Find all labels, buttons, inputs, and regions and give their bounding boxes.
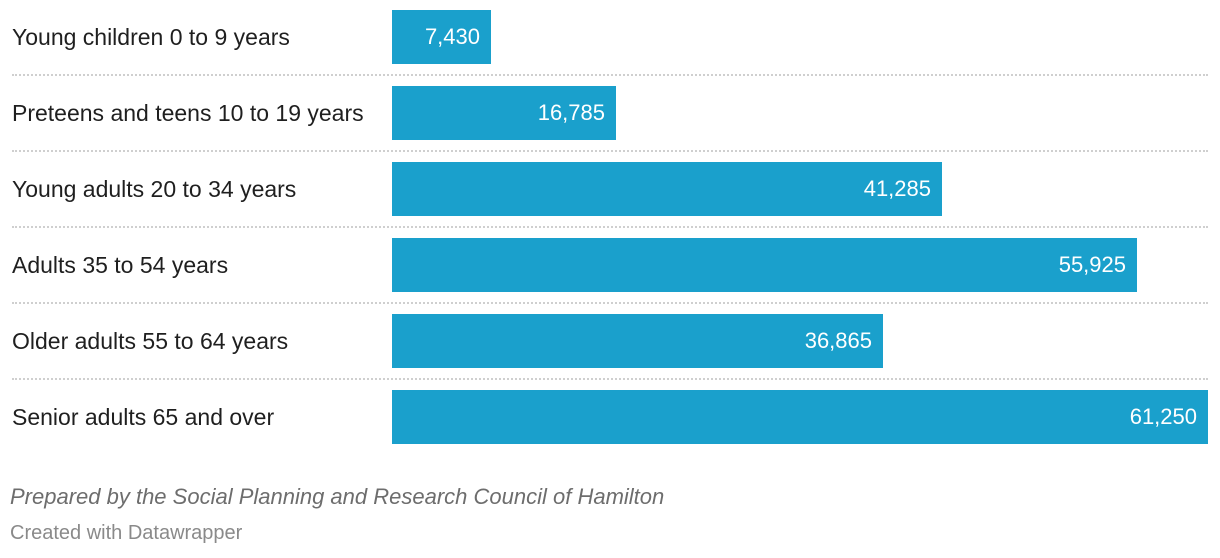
row-separator (12, 74, 1208, 76)
category-label: Older adults 55 to 64 years (12, 328, 289, 354)
bar-value-label: 7,430 (424, 24, 480, 49)
bar-row: Young children 0 to 9 years 7,430 (12, 10, 1208, 86)
category-label: Preteens and teens 10 to 19 years (12, 100, 364, 126)
bar-value-label: 55,925 (1058, 252, 1126, 277)
bar-value-label: 41,285 (863, 176, 931, 201)
bar-row: Young adults 20 to 34 years 41,285 (12, 162, 1208, 238)
bar-row: Older adults 55 to 64 years 36,865 (12, 314, 1208, 390)
bar: 55,925 (392, 238, 1137, 292)
bar: 36,865 (392, 314, 883, 368)
bar-row: Senior adults 65 and over 61,250 (12, 390, 1208, 466)
category-label: Young adults 20 to 34 years (12, 176, 297, 202)
category-label: Adults 35 to 54 years (12, 252, 229, 278)
bar-row: Preteens and teens 10 to 19 years 16,785 (12, 86, 1208, 162)
bar: 41,285 (392, 162, 942, 216)
bar-value-label: 16,785 (537, 100, 605, 125)
row-separator (12, 302, 1208, 304)
bar: 7,430 (392, 10, 491, 64)
row-separator (12, 378, 1208, 380)
chart-source-note: Prepared by the Social Planning and Rese… (10, 484, 665, 509)
bar-value-label: 61,250 (1129, 404, 1197, 429)
bar-value-label: 36,865 (804, 328, 872, 353)
chart-credit: Created with Datawrapper (10, 522, 243, 544)
category-label: Young children 0 to 9 years (12, 24, 290, 50)
bar-row: Adults 35 to 54 years 55,925 (12, 238, 1208, 314)
row-separator (12, 226, 1208, 228)
bar-chart: Young children 0 to 9 years 7,430 Preteens… (12, 10, 1208, 444)
bar: 61,250 (392, 390, 1208, 444)
category-label: Senior adults 65 and over (12, 404, 275, 430)
bar: 16,785 (392, 86, 616, 140)
row-separator (12, 150, 1208, 152)
